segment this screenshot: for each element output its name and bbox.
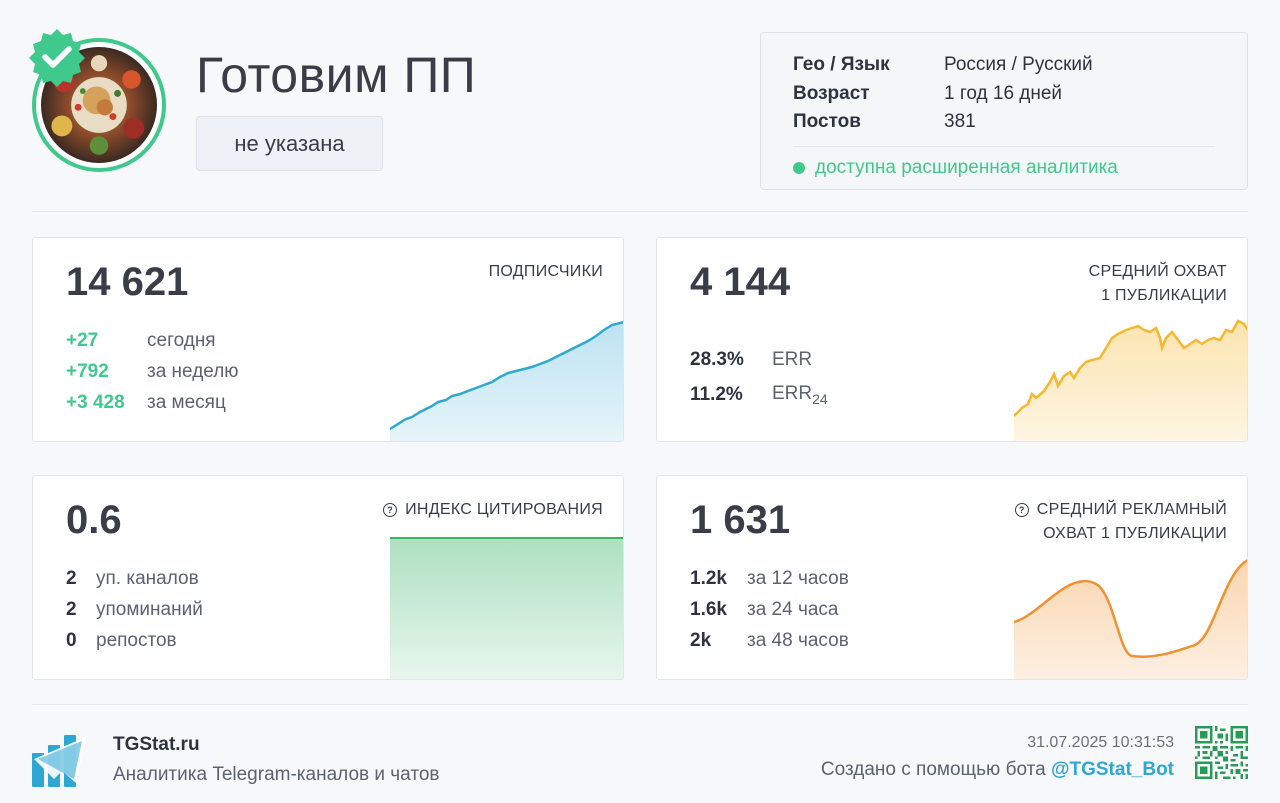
info-row-age: Возраст 1 год 16 дней	[793, 80, 1215, 109]
avg-reach-card: 4 144 СРЕДНИЙ ОХВАТ 1 ПУБЛИКАЦИИ 28.3% ER…	[656, 237, 1248, 442]
stat-label: упоминаний	[96, 598, 203, 620]
sparkline-line	[1014, 319, 1247, 417]
stat-value: 1.2k	[690, 567, 727, 589]
tgstat-logo-icon	[32, 735, 86, 787]
channel-avatar	[29, 29, 166, 172]
divider	[32, 211, 1248, 212]
created-by: Создано с помощью бота @TGStat_Bot	[821, 759, 1174, 781]
stat-label-subscript: 24	[812, 390, 828, 407]
avg-reach-sparkline	[1014, 319, 1247, 441]
ad-reach-stats: 1.2k за 12 часов 1.6k за 24 часа 2k за 48 ч…	[690, 563, 849, 656]
stat-value: 2	[66, 598, 77, 620]
ad-reach-label: СРЕДНИЙ РЕКЛАМНЫЙ ОХВАТ 1 ПУБЛИКАЦИИ	[1036, 501, 1227, 542]
info-key: Гео / Язык	[793, 54, 890, 76]
divider	[793, 145, 1215, 147]
avg-reach-label: СРЕДНИЙ ОХВАТ 1 ПУБЛИКАЦИИ	[1088, 263, 1227, 304]
stat-label: репостов	[96, 629, 177, 651]
card-label: СРЕДНИЙ ОХВАТ 1 ПУБЛИКАЦИИ	[1089, 260, 1227, 308]
stat-label: за 12 часов	[747, 567, 849, 589]
stat-value: +792	[66, 360, 109, 382]
bot-link[interactable]: @TGStat_Bot	[1050, 759, 1174, 780]
stat-row: +27 сегодня	[66, 325, 239, 356]
citation-index-value: 0.6	[66, 498, 122, 542]
timestamp: 31.07.2025 10:31:53	[1027, 734, 1174, 751]
stat-value: 0	[66, 629, 77, 651]
stat-row: 2 упоминаний	[66, 594, 203, 625]
stat-row: 28.3% ERR	[690, 342, 828, 377]
verified-badge-icon	[29, 29, 85, 87]
subscribers-label: ПОДПИСЧИКИ	[488, 263, 603, 280]
qr-code-icon	[1195, 726, 1248, 779]
sparkline-area	[1014, 321, 1247, 441]
stat-value: 11.2%	[690, 383, 743, 405]
subscribers-card: 14 621 ПОДПИСЧИКИ +27 сегодня +792 за неде…	[32, 237, 624, 442]
stat-label: за 48 часов	[747, 629, 849, 651]
sparkline-line	[1014, 559, 1247, 658]
citation-index-card: 0.6 ? ИНДЕКС ЦИТИРОВАНИЯ 2 уп. каналов 2 уп…	[32, 475, 624, 680]
stat-row: 2k за 48 часов	[690, 625, 849, 656]
stat-label: за месяц	[147, 391, 226, 413]
citation-stats: 2 уп. каналов 2 упоминаний 0 репостов	[66, 563, 203, 656]
stat-row: 11.2% ERR24	[690, 377, 828, 412]
citation-index-chart	[390, 537, 623, 679]
subscribers-sparkline	[390, 320, 623, 441]
info-value: 1 год 16 дней	[944, 82, 1063, 104]
stat-label: за 24 часа	[747, 598, 839, 620]
stat-value: 1.6k	[690, 598, 727, 620]
sparkline-area	[1014, 560, 1247, 679]
help-icon[interactable]: ?	[383, 503, 398, 517]
food-plate-image	[41, 47, 157, 163]
stat-row: 1.2k за 12 часов	[690, 563, 849, 594]
err-stats: 28.3% ERR 11.2% ERR24	[690, 342, 828, 412]
channel-title: Готовим ПП	[196, 47, 477, 103]
citation-index-label: ИНДЕКС ЦИТИРОВАНИЯ	[405, 501, 603, 518]
category-tag[interactable]: не указана	[196, 116, 383, 171]
avg-reach-value: 4 144	[690, 260, 791, 304]
analytics-status: доступна расширенная аналитика	[793, 157, 1215, 179]
stat-label: сегодня	[147, 329, 216, 351]
sparkline-area	[390, 322, 623, 441]
brand-tagline: Аналитика Telegram-каналов и чатов	[113, 764, 440, 785]
subscribers-count: 14 621	[66, 260, 189, 304]
stat-label: ERR	[772, 348, 813, 370]
info-value: Россия / Русский	[944, 54, 1093, 76]
stat-row: 0 репостов	[66, 625, 203, 656]
sparkline-line	[390, 320, 623, 431]
stat-row: +792 за неделю	[66, 356, 239, 387]
stat-value: +3 428	[66, 391, 125, 413]
info-key: Постов	[793, 111, 861, 133]
stat-value: 2k	[690, 629, 712, 651]
stat-row: +3 428 за месяц	[66, 387, 239, 418]
card-label: ? СРЕДНИЙ РЕКЛАМНЫЙ ОХВАТ 1 ПУБЛИКАЦИИ	[1014, 498, 1227, 546]
stat-value: 2	[66, 567, 77, 589]
help-icon[interactable]: ?	[1014, 503, 1029, 517]
ad-reach-sparkline	[1014, 559, 1247, 679]
stat-value: 28.3%	[690, 348, 744, 370]
status-dot-icon	[793, 161, 805, 174]
created-by-text: Создано с помощью бота	[820, 759, 1046, 780]
stat-row: 1.6k за 24 часа	[690, 594, 849, 625]
info-key: Возраст	[793, 82, 870, 104]
analytics-status-text: доступна расширенная аналитика	[815, 156, 1118, 178]
stat-row: 2 уп. каналов	[66, 563, 203, 594]
ad-reach-card: 1 631 ? СРЕДНИЙ РЕКЛАМНЫЙ ОХВАТ 1 ПУБЛИКА…	[656, 475, 1248, 680]
stat-value: +27	[66, 329, 99, 351]
divider	[32, 704, 1248, 705]
ad-reach-value: 1 631	[690, 498, 791, 542]
card-label: ПОДПИСЧИКИ	[489, 260, 603, 284]
channel-info-panel: Гео / Язык Россия / Русский Возраст 1 го…	[760, 32, 1248, 190]
info-row-posts: Постов 381	[793, 108, 1215, 137]
info-value: 381	[944, 111, 976, 133]
card-label: ? ИНДЕКС ЦИТИРОВАНИЯ	[383, 498, 603, 522]
subscribers-stats: +27 сегодня +792 за неделю +3 428 за месяц	[66, 325, 239, 418]
brand-name[interactable]: TGStat.ru	[113, 734, 200, 755]
info-row-geo: Гео / Язык Россия / Русский	[793, 51, 1215, 80]
stat-label-text: ERR	[772, 382, 813, 404]
stat-label: уп. каналов	[96, 567, 199, 589]
stat-label: за неделю	[147, 360, 239, 382]
stat-label: ERR24	[772, 383, 828, 407]
chart-area	[390, 538, 623, 679]
